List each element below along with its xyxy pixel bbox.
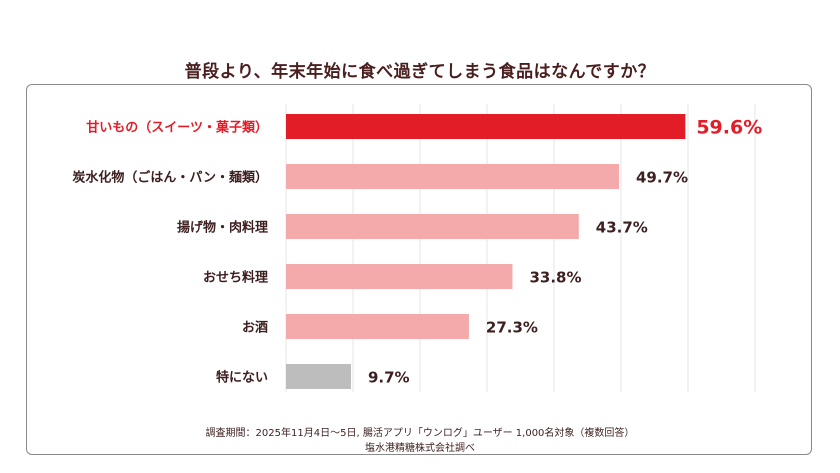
- category-label: お酒: [242, 321, 268, 336]
- source-note: 塩水港精糖株式会社調べ: [365, 443, 475, 454]
- bar: [286, 364, 351, 389]
- chart-title: 普段より、年末年始に食べ過ぎてしまう食品はなんですか？: [184, 62, 656, 82]
- bar: [286, 314, 469, 339]
- value-label: 59.6%: [696, 117, 762, 139]
- bar: [286, 264, 513, 289]
- survey-note: 調査期間：2025年11月4日〜5日, 腸活アプリ「ウンログ」ユーザー 1,00…: [205, 428, 635, 439]
- category-label: おせち料理: [203, 270, 268, 286]
- category-label: 特にない: [216, 370, 268, 386]
- value-label: 33.8%: [529, 269, 581, 287]
- value-label: 9.7%: [368, 369, 410, 387]
- bar: [286, 164, 619, 189]
- bar: [286, 214, 579, 239]
- value-label: 43.7%: [596, 219, 648, 237]
- category-label: 炭水化物（ごはん・パン・麺類）: [72, 170, 268, 186]
- bar: [286, 114, 686, 139]
- value-label: 27.3%: [486, 319, 538, 337]
- category-label: 揚げ物・肉料理: [177, 220, 268, 236]
- category-label: 甘いもの（スイーツ・菓子類）: [86, 120, 268, 136]
- value-label: 49.7%: [636, 169, 688, 187]
